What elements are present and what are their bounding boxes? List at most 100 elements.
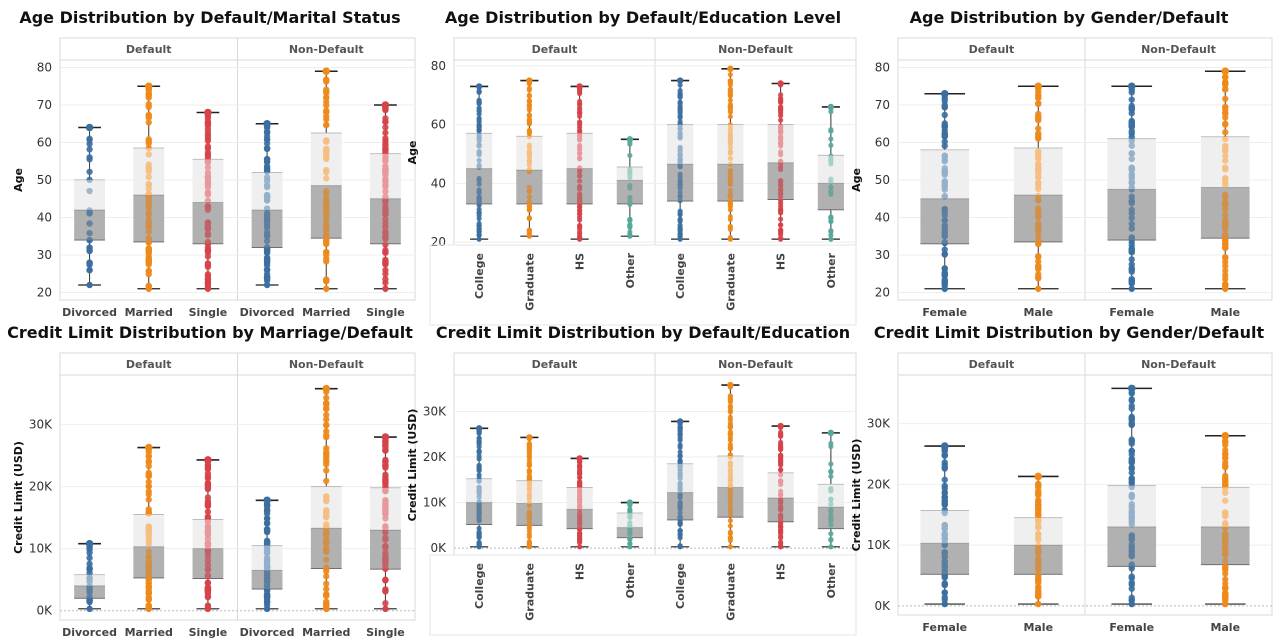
box-overlay bbox=[74, 574, 105, 586]
data-point bbox=[577, 502, 583, 508]
data-point bbox=[727, 407, 733, 413]
y-tick-label: 60 bbox=[37, 136, 52, 150]
data-point bbox=[263, 598, 271, 606]
data-point bbox=[263, 128, 271, 136]
data-point bbox=[382, 555, 389, 562]
data-point bbox=[676, 77, 684, 84]
data-point bbox=[1035, 591, 1042, 598]
y-tick-label: 60 bbox=[431, 118, 446, 132]
x-tick-label: Other bbox=[624, 252, 637, 288]
data-point bbox=[263, 197, 271, 204]
data-point bbox=[1222, 164, 1229, 171]
facet-label: Default bbox=[126, 43, 172, 56]
data-point bbox=[382, 176, 389, 183]
data-point bbox=[1035, 153, 1042, 161]
data-point bbox=[263, 587, 271, 594]
data-point bbox=[778, 210, 784, 216]
box-overlay bbox=[667, 463, 694, 493]
data-point bbox=[677, 189, 683, 195]
data-point bbox=[1222, 157, 1229, 164]
box-overlay bbox=[1107, 485, 1157, 527]
box-non-default-other bbox=[817, 103, 844, 242]
data-point bbox=[828, 516, 834, 522]
data-point bbox=[476, 101, 482, 107]
data-point bbox=[828, 236, 834, 242]
data-point bbox=[263, 576, 271, 583]
data-point bbox=[145, 245, 152, 252]
data-point bbox=[576, 83, 583, 90]
data-point bbox=[1222, 152, 1229, 160]
data-point bbox=[323, 537, 330, 545]
data-point bbox=[526, 446, 532, 453]
data-point bbox=[86, 259, 93, 267]
data-point bbox=[1128, 544, 1135, 552]
panel-credit-marriage: Credit Limit Distribution by Marriage/De… bbox=[0, 323, 420, 639]
data-point bbox=[382, 241, 389, 248]
data-point bbox=[828, 544, 834, 550]
box-upper bbox=[74, 180, 105, 210]
data-point bbox=[526, 544, 532, 550]
box-overlay bbox=[717, 164, 744, 201]
data-point bbox=[1035, 547, 1042, 555]
data-point bbox=[1128, 225, 1135, 232]
data-point bbox=[1128, 174, 1135, 182]
data-point bbox=[727, 176, 733, 182]
facet-label: Non-Default bbox=[289, 43, 364, 56]
box-overlay bbox=[310, 185, 342, 239]
data-point bbox=[263, 570, 271, 577]
data-point bbox=[263, 257, 271, 264]
data-point bbox=[382, 536, 389, 543]
data-point bbox=[1128, 256, 1135, 263]
box-non-default-hs bbox=[767, 80, 794, 242]
data-point bbox=[323, 206, 330, 214]
data-point bbox=[577, 120, 583, 126]
data-point bbox=[577, 538, 583, 545]
box-non-default-college bbox=[667, 418, 694, 550]
data-point bbox=[382, 228, 389, 235]
data-point bbox=[145, 222, 152, 230]
data-point bbox=[1222, 600, 1229, 608]
data-point bbox=[382, 149, 389, 156]
box-overlay bbox=[667, 124, 694, 165]
data-point bbox=[727, 397, 733, 403]
data-point bbox=[727, 193, 733, 199]
data-point bbox=[577, 183, 583, 189]
data-point bbox=[204, 494, 212, 501]
data-point bbox=[727, 187, 733, 193]
data-point bbox=[476, 525, 482, 531]
data-point bbox=[382, 118, 389, 126]
data-point bbox=[86, 156, 93, 163]
data-point bbox=[941, 278, 948, 285]
data-point bbox=[476, 503, 482, 510]
data-point bbox=[1222, 563, 1229, 571]
data-point bbox=[382, 140, 389, 148]
data-point bbox=[526, 120, 532, 127]
data-point bbox=[941, 265, 948, 272]
data-point bbox=[323, 137, 330, 145]
data-point bbox=[263, 537, 271, 544]
data-point bbox=[382, 188, 389, 195]
data-point bbox=[263, 145, 271, 152]
data-point bbox=[86, 135, 93, 142]
data-point bbox=[1128, 533, 1135, 540]
data-point bbox=[145, 137, 152, 145]
data-point bbox=[476, 135, 482, 141]
data-point bbox=[828, 501, 834, 507]
data-point bbox=[86, 560, 93, 568]
y-tick-label: 60 bbox=[875, 136, 890, 150]
box-non-default-female bbox=[1107, 82, 1157, 292]
data-point bbox=[577, 479, 583, 486]
data-point bbox=[145, 173, 152, 181]
y-tick-label: 80 bbox=[875, 61, 890, 75]
data-point bbox=[263, 232, 271, 239]
data-point bbox=[323, 200, 330, 207]
box-overlay bbox=[1013, 545, 1063, 575]
data-point bbox=[1128, 104, 1135, 111]
box-default-married bbox=[133, 443, 165, 613]
y-tick-label: 50 bbox=[37, 173, 52, 187]
box-overlay bbox=[516, 503, 543, 526]
data-point bbox=[1222, 438, 1229, 445]
data-point bbox=[526, 102, 532, 108]
data-point bbox=[727, 114, 733, 120]
data-point bbox=[476, 518, 482, 524]
